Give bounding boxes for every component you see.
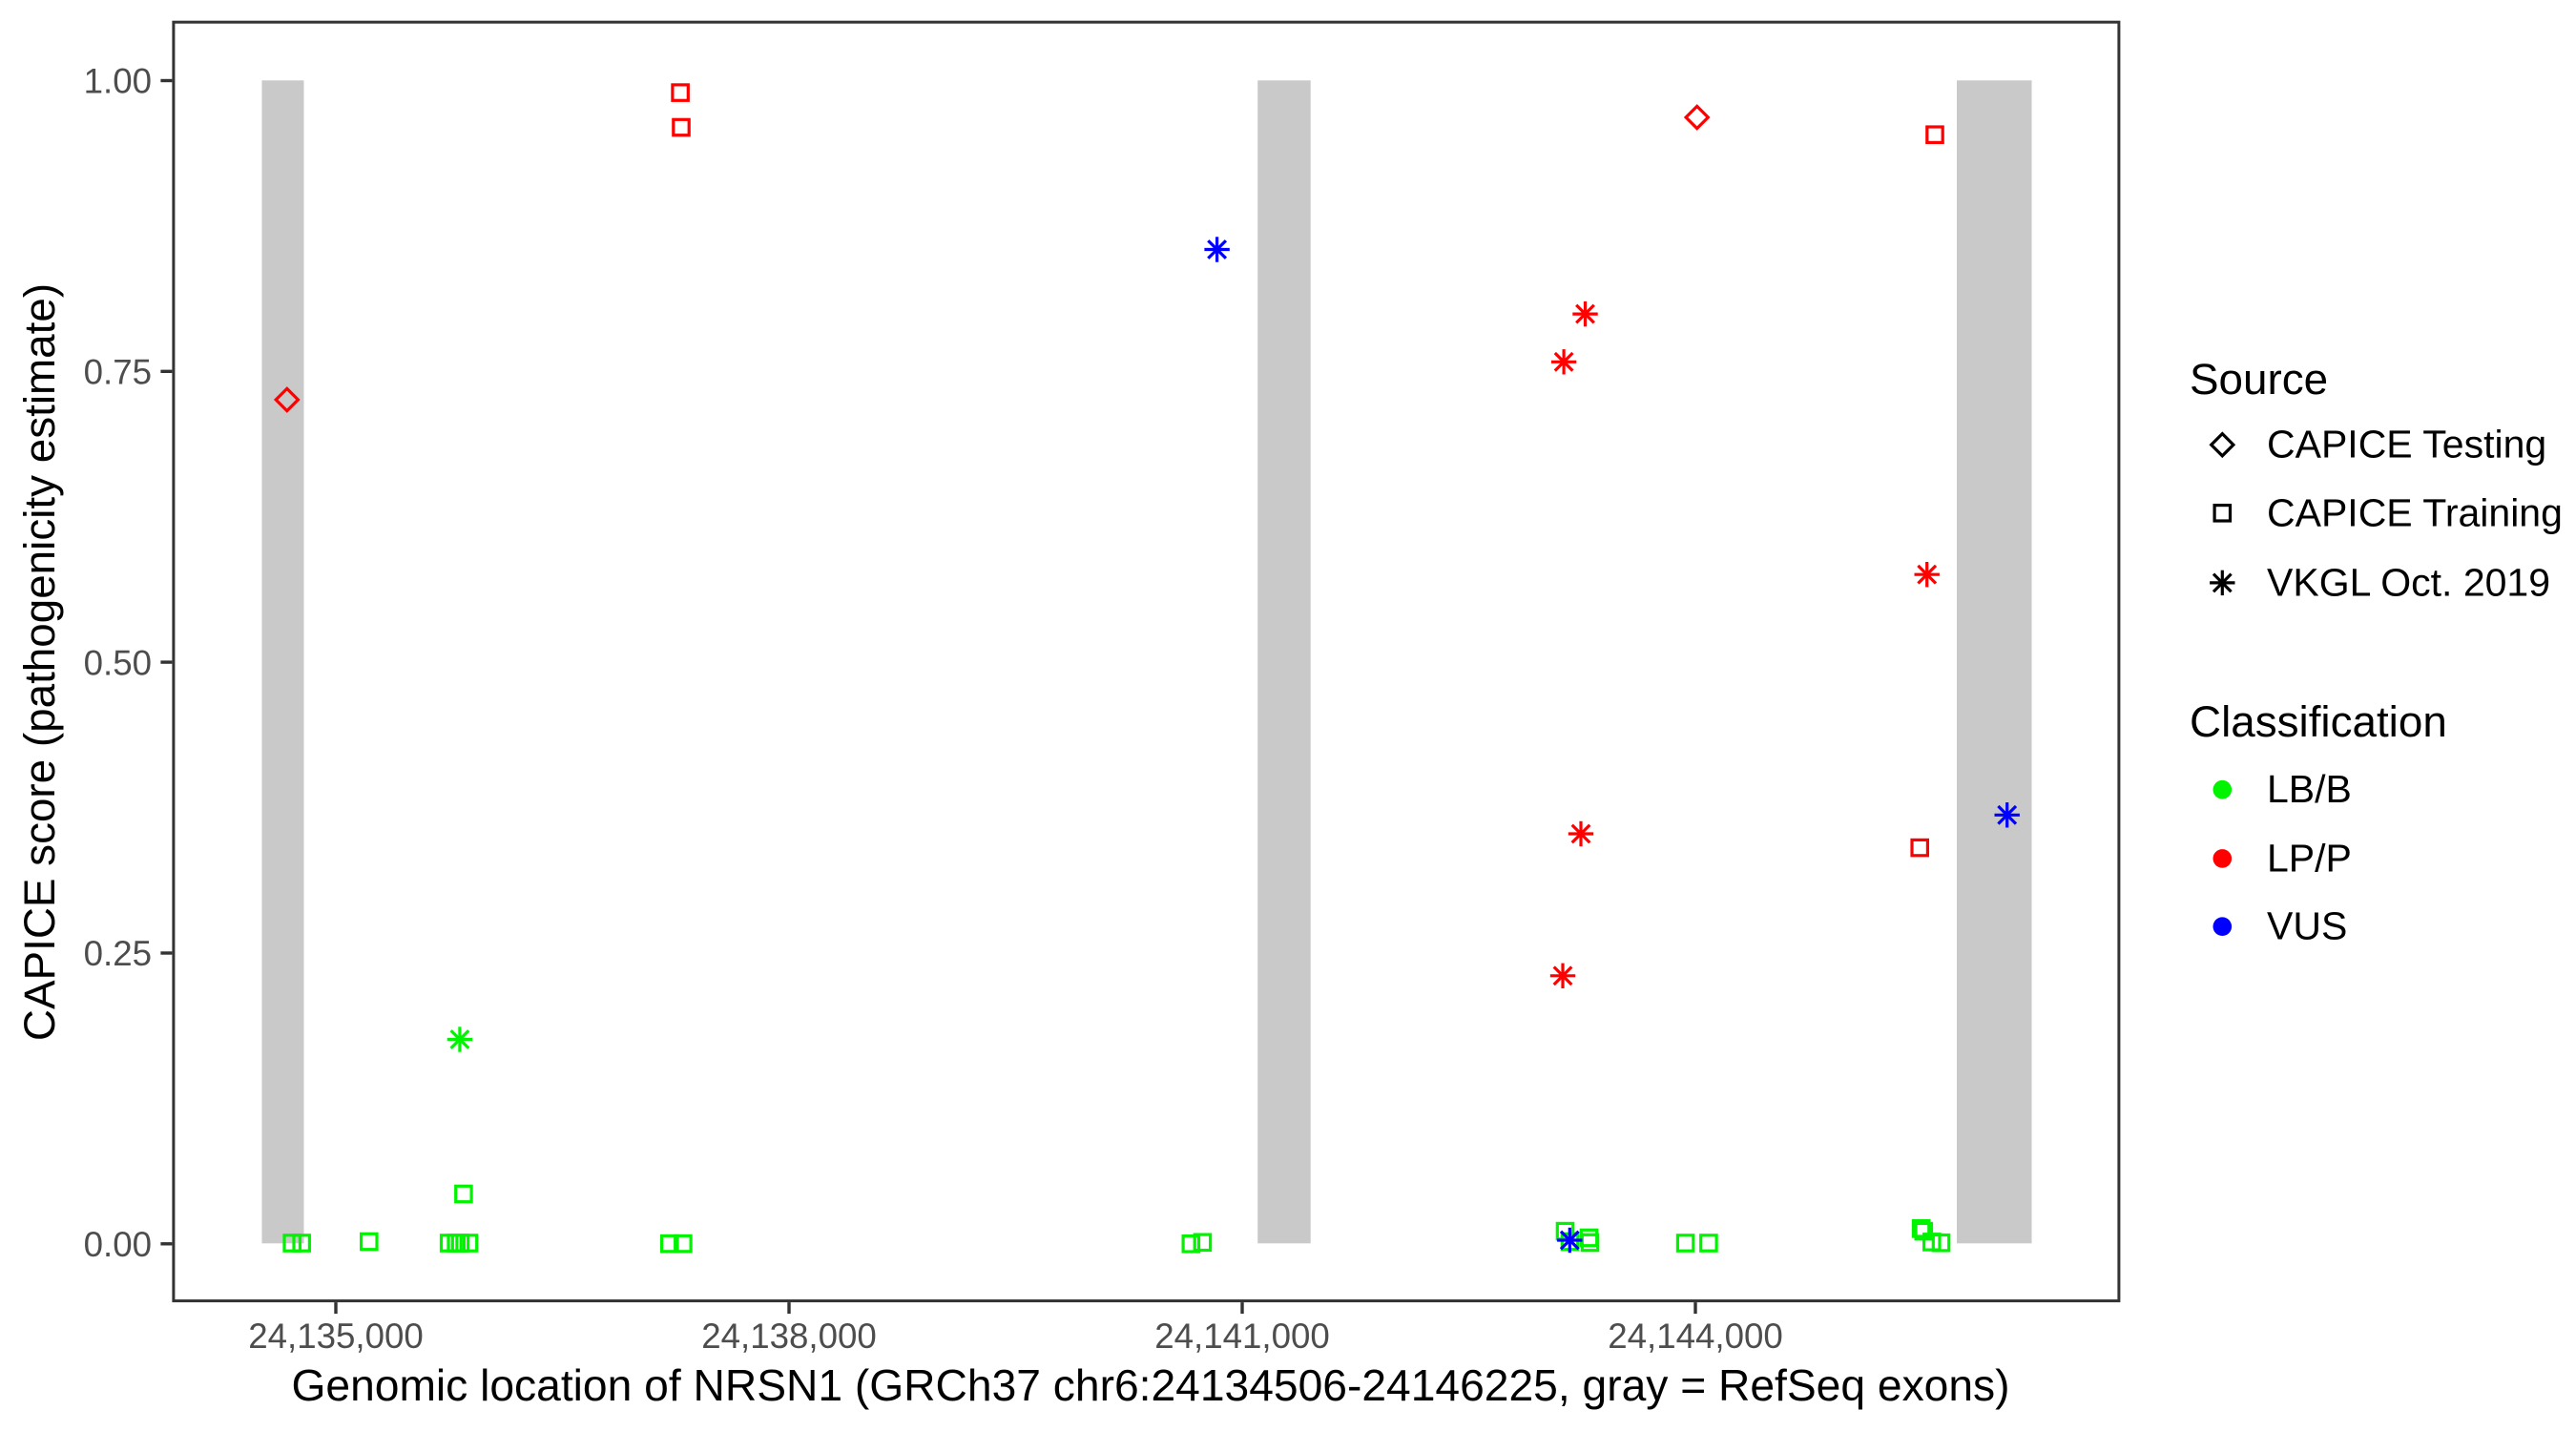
svg-text:24,141,000: 24,141,000 xyxy=(1154,1317,1330,1356)
svg-text:LP/P: LP/P xyxy=(2267,836,2352,880)
svg-text:0.00: 0.00 xyxy=(84,1225,152,1264)
svg-text:VKGL Oct. 2019: VKGL Oct. 2019 xyxy=(2267,560,2550,604)
svg-text:CAPICE Testing: CAPICE Testing xyxy=(2267,423,2546,467)
svg-text:24,138,000: 24,138,000 xyxy=(701,1317,877,1356)
svg-text:Source: Source xyxy=(2190,355,2328,404)
svg-text:VUS: VUS xyxy=(2267,904,2347,948)
svg-text:24,135,000: 24,135,000 xyxy=(248,1317,424,1356)
svg-text:0.75: 0.75 xyxy=(84,353,152,392)
svg-text:Genomic location of NRSN1 (GRC: Genomic location of NRSN1 (GRCh37 chr6:2… xyxy=(291,1360,2009,1410)
svg-text:CAPICE score (pathogenicity es: CAPICE score (pathogenicity estimate) xyxy=(15,283,64,1041)
svg-text:LB/B: LB/B xyxy=(2267,767,2352,811)
svg-text:Classification: Classification xyxy=(2190,697,2447,746)
svg-text:0.50: 0.50 xyxy=(84,643,152,682)
svg-text:24,144,000: 24,144,000 xyxy=(1608,1317,1783,1356)
svg-text:0.25: 0.25 xyxy=(84,934,152,973)
svg-text:1.00: 1.00 xyxy=(84,62,152,101)
svg-text:CAPICE Training: CAPICE Training xyxy=(2267,490,2563,534)
